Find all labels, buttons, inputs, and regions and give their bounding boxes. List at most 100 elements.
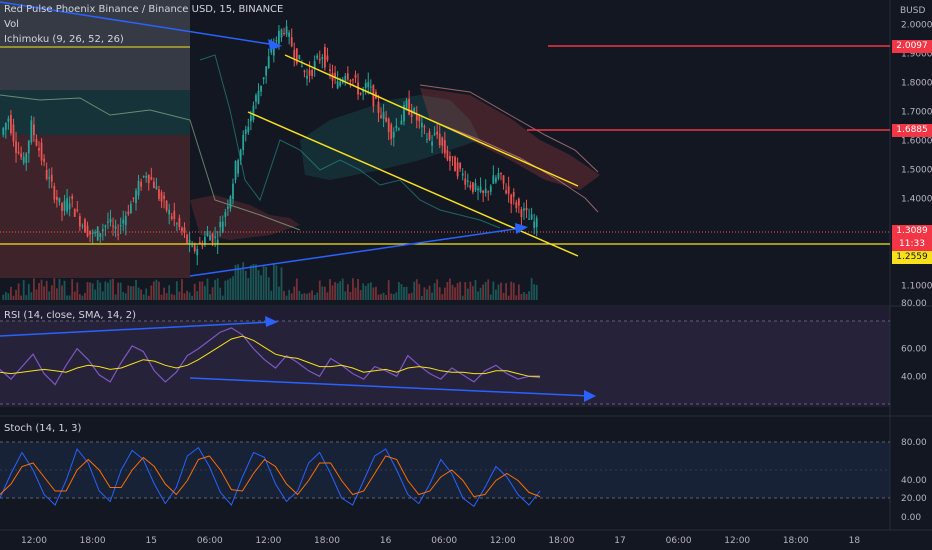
volume-legend[interactable]: Vol [4, 19, 19, 30]
volume-bar [158, 281, 160, 300]
volume-bar [53, 278, 56, 300]
volume-bar [152, 281, 155, 300]
candle-body [313, 61, 316, 69]
volume-bar [497, 284, 500, 300]
volume-bar [344, 291, 347, 300]
candle-body [84, 219, 86, 233]
volume-bar [40, 279, 43, 300]
candle-body [418, 114, 421, 122]
time-tick-label: 06:00 [197, 536, 223, 546]
candle-body [288, 32, 291, 37]
candle-body [150, 176, 153, 180]
candle-body [38, 148, 40, 151]
candle-body [22, 156, 25, 163]
candle-body [81, 225, 84, 227]
candle-body [367, 81, 370, 88]
rsi-ma-line [0, 335, 540, 377]
candle-body [530, 214, 533, 220]
volume-bar [293, 286, 296, 300]
time-tick-label: 18:00 [314, 536, 340, 546]
volume-bar [262, 266, 265, 300]
volume-bar [73, 291, 76, 300]
volume-bar [489, 294, 492, 300]
volume-bar [346, 284, 349, 300]
candle-body [344, 75, 347, 81]
volume-bar [459, 281, 462, 300]
candle-body [122, 219, 125, 224]
candle-body [479, 186, 482, 193]
price-tick-label: 1.7000 [901, 108, 932, 118]
volume-bar [392, 294, 395, 300]
rsi-band [0, 321, 890, 404]
volume-bar [505, 283, 507, 300]
volume-bar [244, 270, 247, 300]
channel-lower-line[interactable] [247, 111, 579, 257]
ichimoku-legend[interactable]: Ichimoku (9, 26, 52, 26) [4, 34, 124, 45]
candle-body [359, 92, 362, 95]
cloud-red-2 [420, 88, 600, 190]
trend-arrow-up-line[interactable] [189, 227, 523, 277]
rsi-legend[interactable]: RSI (14, close, SMA, 14, 2) [4, 310, 137, 321]
cloud-red-1 [190, 195, 300, 240]
rsi-trend-arrow-up-line[interactable] [0, 321, 273, 337]
volume-bar [390, 293, 393, 300]
candle-body [283, 33, 285, 35]
candle-body [107, 221, 109, 223]
candle-body [147, 174, 150, 184]
price-tick-label: 1.8000 [901, 79, 932, 89]
candle-body [140, 182, 142, 187]
volume-bar [525, 293, 528, 300]
volume-bar [267, 277, 270, 300]
volume-bar [137, 287, 140, 300]
candle-body [214, 236, 217, 239]
trend-arrow-down-line[interactable] [0, 1, 277, 46]
volume-bar [367, 283, 370, 300]
candle-body [96, 226, 99, 241]
volume-bar [150, 285, 153, 300]
volume-bar [523, 292, 525, 300]
volume-bar [219, 287, 222, 300]
volume-bar [142, 294, 145, 300]
volume-bar [301, 294, 303, 300]
volume-bar [375, 286, 377, 300]
candle-body [91, 232, 94, 235]
stoch-tick-label: 40.00 [901, 476, 927, 486]
candle-body [285, 26, 288, 35]
volume-bar [27, 283, 30, 300]
volume-bar [283, 290, 285, 300]
candle-body [431, 141, 433, 146]
candle-body [191, 245, 194, 247]
volume-bar [193, 283, 196, 300]
volume-bar [290, 293, 293, 300]
volume-bar [510, 281, 513, 300]
price-tick-label: 1.1000 [901, 282, 932, 292]
channel-upper-line[interactable] [284, 54, 579, 187]
volume-bar [247, 277, 250, 300]
volume-bar [354, 287, 357, 300]
stoch-legend[interactable]: Stoch (14, 1, 3) [4, 423, 82, 434]
candle-body [308, 70, 311, 76]
candle-body [275, 40, 278, 42]
candle-body [507, 186, 510, 194]
candle-body [142, 176, 145, 178]
candle-body [78, 215, 81, 227]
rsi-trend-arrow-down-line[interactable] [189, 377, 591, 397]
stoch-axis-labels: 80.00 40.00 20.00 0.00 [901, 438, 927, 523]
volume-bar [17, 283, 20, 300]
candle-body [99, 233, 102, 237]
candle-body [408, 98, 410, 115]
candle-body [71, 196, 74, 199]
volume-bar [377, 294, 380, 300]
candle-body [178, 217, 181, 227]
volume-bar [339, 281, 342, 300]
rsi-tick-label: 60.00 [901, 345, 927, 355]
volume-bar [50, 285, 53, 300]
candle-body [168, 209, 171, 215]
candle-body [249, 115, 252, 122]
candle-body [109, 218, 112, 223]
volume-bar [114, 294, 117, 300]
volume-bar [20, 295, 23, 300]
candle-body [392, 131, 395, 138]
candle-body [354, 74, 357, 78]
